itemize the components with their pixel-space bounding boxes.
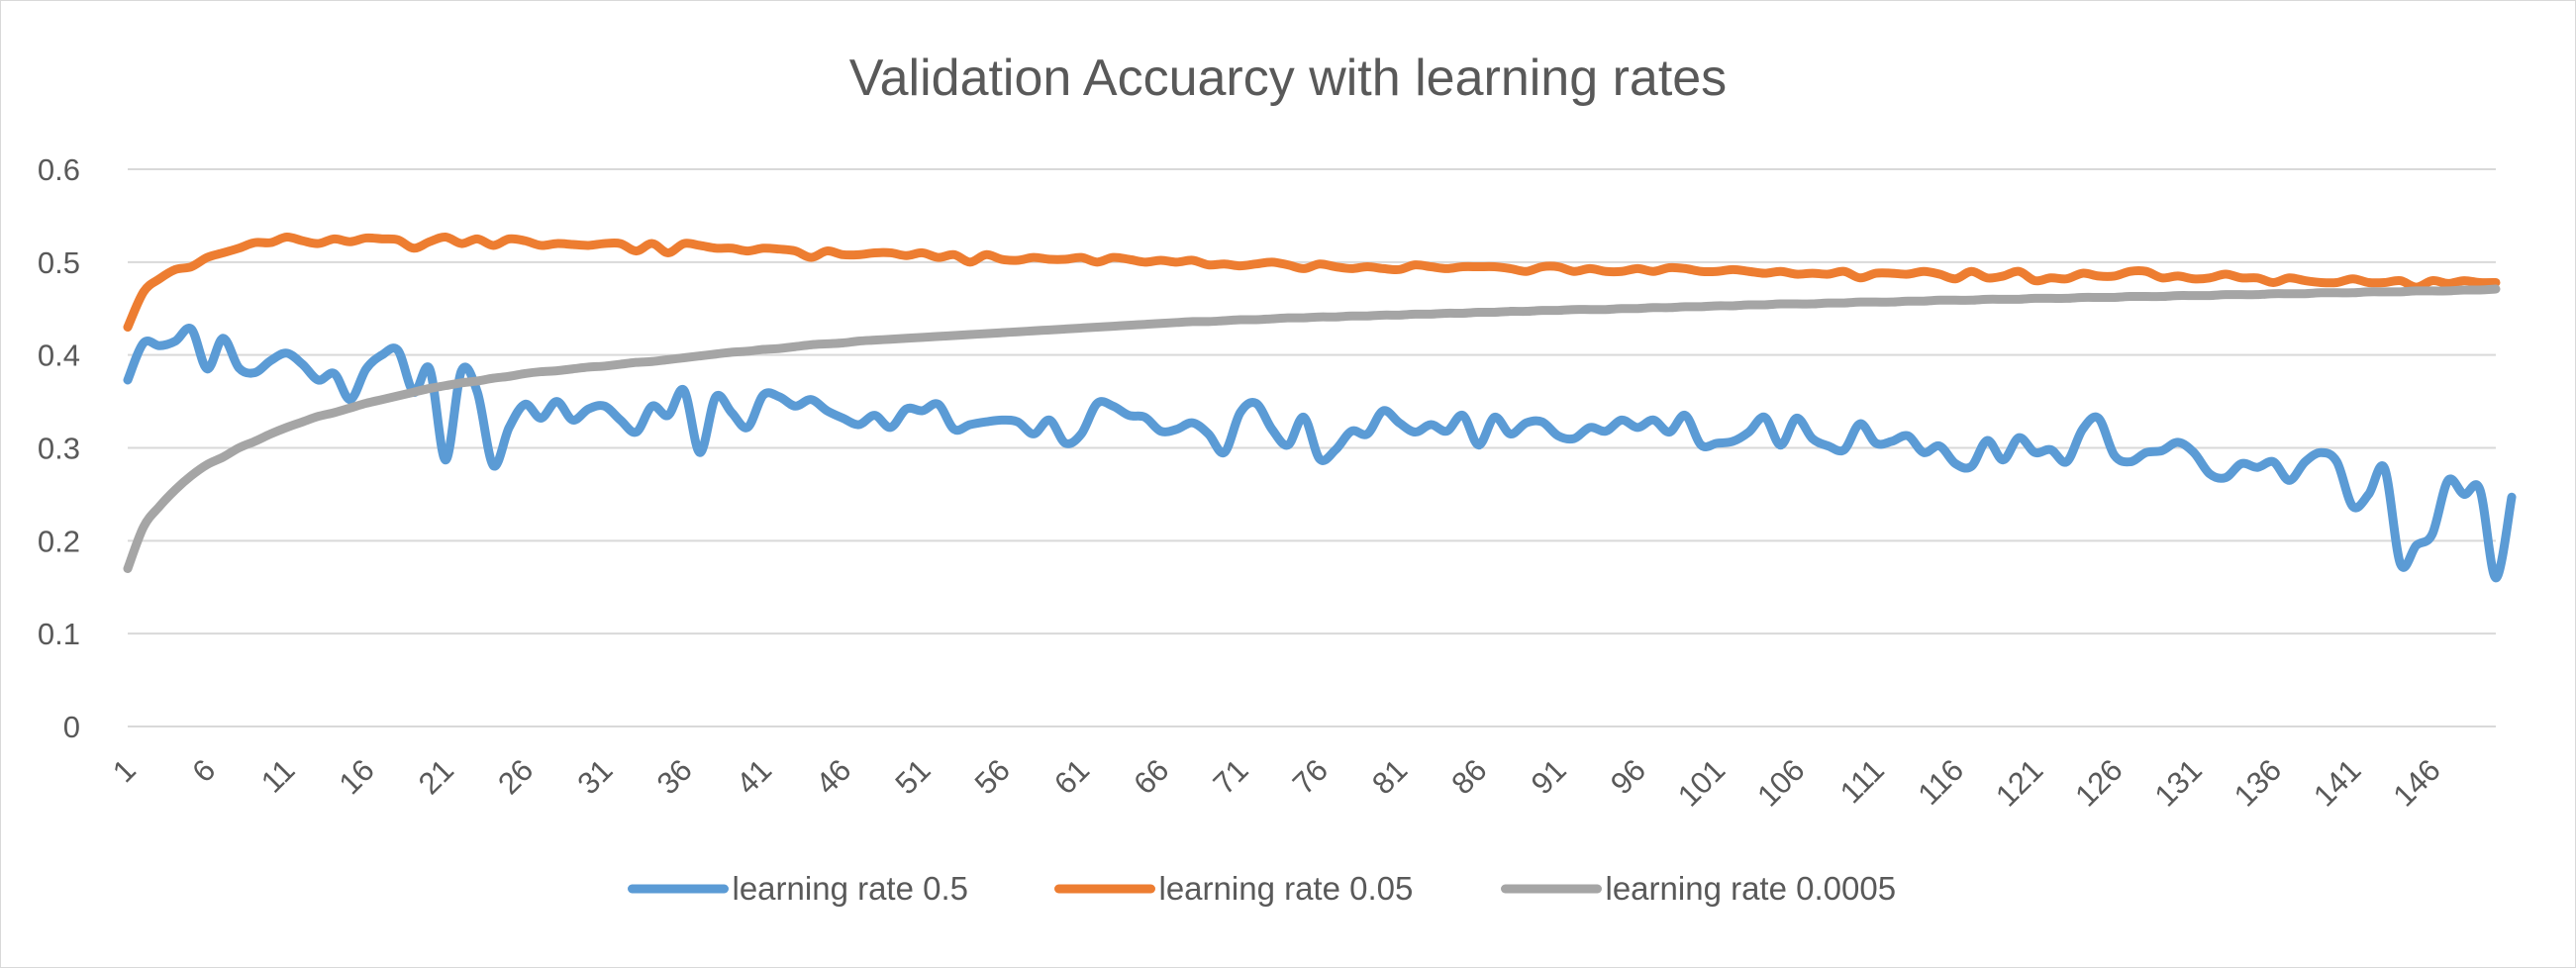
x-tick-label: 6 xyxy=(185,752,222,789)
y-tick-label: 0 xyxy=(63,710,80,744)
x-tick-label: 31 xyxy=(570,752,619,801)
x-tick-label: 111 xyxy=(1833,752,1891,810)
x-tick-label: 101 xyxy=(1671,752,1732,813)
x-tick-label: 141 xyxy=(2307,752,2367,813)
x-tick-label: 41 xyxy=(730,752,778,801)
x-tick-label: 126 xyxy=(2068,752,2129,813)
x-tick-label: 106 xyxy=(1750,752,1811,813)
x-axis: 1 6 11 16 21 26 31 36 41 46 51 56 61 66 71 76 81 86 91 96 10… xyxy=(106,752,2447,813)
x-tick-label: 36 xyxy=(650,752,699,801)
x-tick-label: 91 xyxy=(1525,752,1573,801)
x-tick-label: 66 xyxy=(1127,752,1175,801)
y-tick-label: 0.1 xyxy=(38,617,80,651)
y-tick-label: 0.6 xyxy=(38,152,80,187)
x-tick-label: 56 xyxy=(968,752,1017,801)
x-tick-label: 21 xyxy=(412,752,460,801)
x-tick-label: 51 xyxy=(889,752,938,801)
series-line-0 xyxy=(123,323,2517,583)
y-tick-label: 0.5 xyxy=(38,245,80,280)
x-tick-label: 16 xyxy=(333,752,381,801)
series-line-1 xyxy=(123,232,2501,333)
series-line-2 xyxy=(123,284,2501,573)
x-tick-label: 1 xyxy=(106,752,143,789)
y-tick-label: 0.2 xyxy=(38,524,80,558)
chart-title: Validation Accuarcy with learning rates xyxy=(849,49,1727,107)
y-tick-label: 0.3 xyxy=(38,432,80,466)
x-tick-label: 96 xyxy=(1604,752,1652,801)
x-tick-label: 76 xyxy=(1286,752,1335,801)
x-tick-label: 131 xyxy=(2148,752,2209,813)
x-tick-label: 26 xyxy=(491,752,540,801)
x-tick-label: 11 xyxy=(254,752,302,800)
x-tick-label: 121 xyxy=(1989,752,2049,813)
x-tick-label: 146 xyxy=(2386,752,2446,813)
x-tick-label: 61 xyxy=(1047,752,1096,801)
x-tick-label: 116 xyxy=(1911,752,1970,812)
y-axis: 0 0.1 0.2 0.3 0.4 0.5 0.6 xyxy=(38,152,80,744)
x-tick-label: 71 xyxy=(1207,752,1255,801)
x-tick-label: 81 xyxy=(1365,752,1414,801)
x-tick-label: 86 xyxy=(1444,752,1493,801)
legend-label-1: learning rate 0.05 xyxy=(1159,870,1414,907)
legend: learning rate 0.5 learning rate 0.05 learn… xyxy=(628,870,1897,907)
y-tick-label: 0.4 xyxy=(38,339,80,373)
series-lines xyxy=(123,232,2517,583)
x-tick-label: 136 xyxy=(2228,752,2288,813)
legend-label-0: learning rate 0.5 xyxy=(733,870,969,907)
legend-label-2: learning rate 0.0005 xyxy=(1606,870,1897,907)
x-tick-label: 46 xyxy=(809,752,857,801)
